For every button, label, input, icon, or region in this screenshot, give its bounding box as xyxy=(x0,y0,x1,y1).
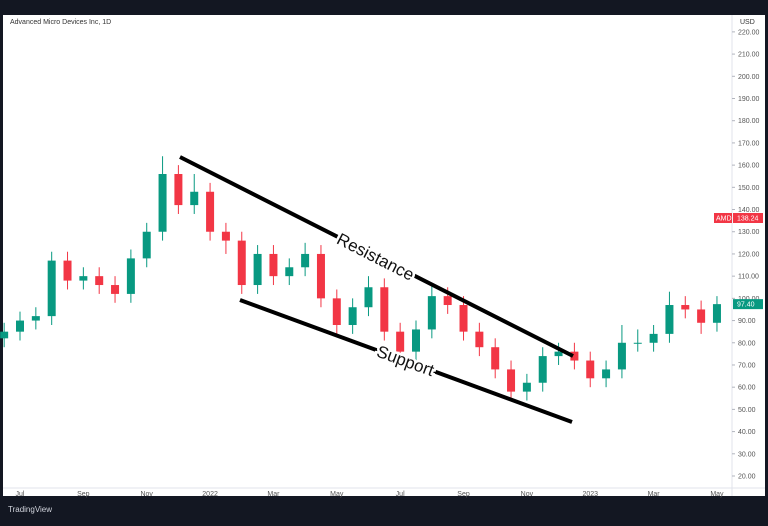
price-badge-label: 97.40 xyxy=(737,302,755,309)
y-tick-label: 80.00 xyxy=(738,340,756,347)
y-tick-label: 160.00 xyxy=(738,163,760,170)
y-tick-label: 20.00 xyxy=(738,474,756,481)
candle-body xyxy=(681,305,690,310)
candle-body xyxy=(570,351,579,361)
y-tick-label: 60.00 xyxy=(738,385,756,392)
y-tick-label: 190.00 xyxy=(738,96,760,103)
y-tick-label: 220.00 xyxy=(738,29,760,36)
candle-body xyxy=(380,287,389,332)
candle-body xyxy=(396,331,405,352)
candle-body xyxy=(301,253,310,268)
y-tick-label: 30.00 xyxy=(738,451,756,458)
x-tick-label: 2023 xyxy=(582,491,598,498)
symbol-badge xyxy=(714,213,732,223)
candle-body xyxy=(554,351,563,357)
x-tick-label: Sep xyxy=(77,491,90,498)
candle-body xyxy=(412,329,420,352)
candle-body xyxy=(237,240,246,286)
candle-body xyxy=(348,307,357,326)
y-tick-label: 50.00 xyxy=(738,407,756,414)
candle-body xyxy=(475,331,484,348)
currency-label: USD xyxy=(740,19,755,26)
candle-body xyxy=(316,253,325,299)
price-badge xyxy=(733,299,763,310)
candle-body xyxy=(111,285,120,294)
candle-body xyxy=(507,369,516,392)
brand: TradingView xyxy=(8,505,52,514)
plot-background xyxy=(3,15,765,496)
candle-body xyxy=(31,316,40,321)
candle-body xyxy=(427,296,436,330)
candle-body xyxy=(697,309,706,323)
x-tick-label: May xyxy=(330,491,344,498)
price-badge-label: 138.24 xyxy=(737,216,759,223)
y-tick-label: 210.00 xyxy=(738,52,760,59)
candle-body xyxy=(285,267,294,277)
candle-body xyxy=(126,258,135,294)
y-tick-label: 150.00 xyxy=(738,185,760,192)
y-tick-label: 180.00 xyxy=(738,118,760,125)
support-line xyxy=(239,298,573,424)
candle-body xyxy=(63,260,72,281)
x-tick-label: Nov xyxy=(521,491,534,498)
candle-body xyxy=(491,347,500,370)
candle-body xyxy=(158,173,167,232)
y-tick-label: 40.00 xyxy=(738,429,756,436)
candle-body xyxy=(206,191,215,232)
candle-body xyxy=(602,369,611,379)
candle-body xyxy=(142,231,151,259)
candle-body xyxy=(0,331,9,339)
candle-body xyxy=(586,360,595,379)
x-tick-label: Mar xyxy=(267,491,280,498)
candle-body xyxy=(221,231,230,241)
candle-body xyxy=(253,253,262,286)
x-tick-label: Mar xyxy=(648,491,661,498)
candle-body xyxy=(712,304,721,323)
candle-body xyxy=(16,320,24,332)
x-tick-label: Jul xyxy=(396,491,405,498)
x-tick-label: Nov xyxy=(140,491,153,498)
candle-body xyxy=(95,276,104,286)
x-tick-label: 2022 xyxy=(202,491,218,498)
symbol-label: AMD xyxy=(716,216,732,223)
y-tick-label: 120.00 xyxy=(738,251,760,258)
candle-body xyxy=(522,382,531,392)
y-tick-label: 170.00 xyxy=(738,140,760,147)
candle-body xyxy=(364,287,373,308)
marks: 20.00 30.00 40.00 50.00 60.00 70.00 80.00 90.00… xyxy=(0,29,763,498)
candle-body xyxy=(190,191,199,206)
candle-body xyxy=(269,253,278,277)
resistance-line xyxy=(179,155,574,358)
y-tick-label: 130.00 xyxy=(738,229,760,236)
y-tick-label: 200.00 xyxy=(738,74,760,81)
x-tick-label: Sep xyxy=(457,491,470,498)
candle-body xyxy=(332,298,341,326)
candle-body xyxy=(538,356,547,383)
x-tick-label: Jul xyxy=(16,491,25,498)
candle-body xyxy=(649,333,658,343)
y-tick-label: 110.00 xyxy=(738,274,759,281)
candle-body xyxy=(617,342,626,370)
candle-body xyxy=(459,305,468,332)
chart-title: Advanced Micro Devices Inc, 1D xyxy=(10,19,111,26)
y-tick-label: 140.00 xyxy=(738,207,760,214)
candle-body xyxy=(665,305,674,334)
y-tick-label: 70.00 xyxy=(738,362,756,369)
x-tick-label: May xyxy=(710,491,724,498)
candle-body xyxy=(633,342,642,344)
candle-body xyxy=(79,276,88,281)
candle-body xyxy=(443,296,452,306)
y-tick-label: 90.00 xyxy=(738,318,756,325)
candle-body xyxy=(47,260,56,317)
candle-body xyxy=(174,173,183,206)
price-badge xyxy=(733,213,763,223)
